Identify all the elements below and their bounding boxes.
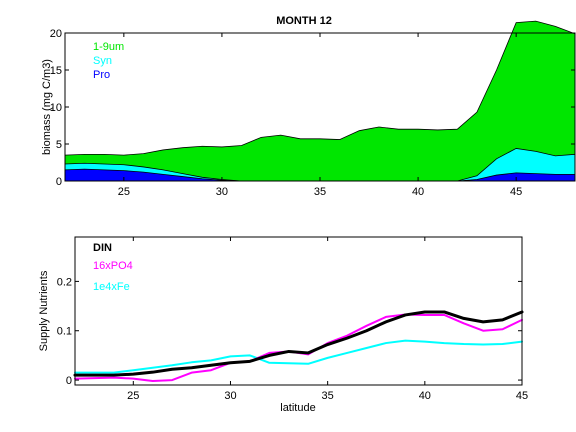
chart2-ticks: 25 30 35 40 45 0 0.1 0.2 [57,237,528,402]
chart2-legend: DIN 16xPO4 1e4xFe [93,242,133,293]
line-1e4xfe [74,339,523,374]
chart1-ytick-label: 20 [50,28,62,40]
line-16xpo4 [74,313,523,383]
chart2-frame [74,236,523,386]
chart2-xlabel: latitude [280,402,315,414]
chart1-xtick-label: 45 [510,186,522,198]
chart2-ytick-label: 0.2 [57,276,72,288]
legend-1e4xfe: 1e4xFe [93,281,130,293]
chart1-areas [64,20,576,182]
chart2-xtick-label: 25 [127,390,139,402]
chart1-xtick-label: 40 [412,186,424,198]
chart2-xtick-label: 45 [516,390,528,402]
chart2-ytick-label: 0 [66,375,72,387]
chart1-title: MONTH 12 [276,15,332,27]
chart2-xtick-label: 30 [224,390,236,402]
chart1-ytick-label: 10 [50,102,62,114]
area-1-9um [64,20,576,182]
chart1-ytick-label: 15 [50,65,62,77]
chart1-legend: 1-9um Syn Pro [93,41,124,81]
line-din [73,310,524,377]
chart2-lines [73,310,524,383]
chart1-ytick-label: 0 [56,176,62,188]
legend-16xpo4: 16xPO4 [93,260,133,272]
chart1-ticks: 25 30 35 40 45 0 5 10 15 20 [50,28,575,198]
chart1-xtick-label: 30 [216,186,228,198]
chart1-xtick-label: 25 [118,186,130,198]
chart1-xtick-label: 35 [314,186,326,198]
chart1-ylabel: biomass (mg C/m3) [41,59,53,155]
legend-din: DIN [93,242,112,254]
legend-syn: Syn [93,55,112,67]
chart2-xtick-label: 40 [419,390,431,402]
chart2-ylabel: Supply Nutrients [38,270,50,351]
biomass-chart: MONTH 12 25 30 35 40 45 0 5 10 15 20 biomass (mg … [41,15,576,198]
legend-pro: Pro [93,69,110,81]
chart2-ytick-label: 0.1 [57,326,72,338]
legend-1-9um: 1-9um [93,41,124,53]
chart2-xtick-label: 35 [322,390,334,402]
chart1-ytick-label: 5 [56,139,62,151]
nutrients-chart: 25 30 35 40 45 0 0.1 0.2 Supply Nutrients latit… [38,236,528,414]
